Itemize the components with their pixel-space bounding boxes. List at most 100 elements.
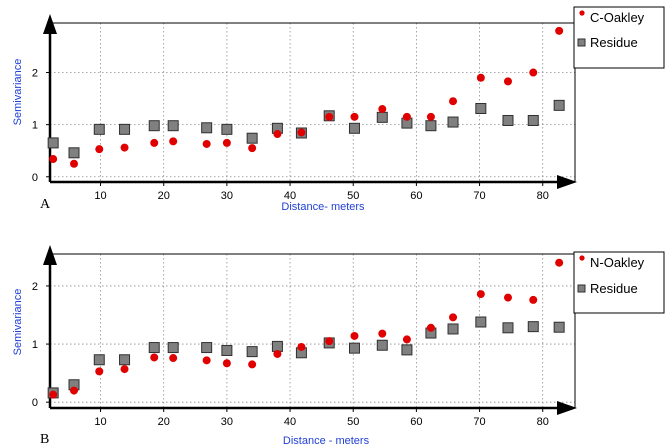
panel-b-oakley-point	[325, 337, 334, 346]
panel-a-residue-point	[425, 120, 437, 132]
panel-b-residue-point	[348, 342, 360, 354]
panel-a-y-arrow-icon	[43, 14, 57, 34]
panel-b-oakley-point	[297, 342, 306, 351]
panel-b-x-tick-label: 80	[537, 416, 549, 428]
panel-a-legend-label-1: C-Oakley	[590, 10, 645, 25]
panel-b-oakley-point	[49, 390, 58, 399]
panel-a-x-tick-label: 80	[537, 190, 549, 202]
panel-a-oakley-point	[402, 112, 411, 121]
panel-a-oakley-point	[222, 138, 231, 147]
panel-b-x-tick-label: 70	[473, 416, 485, 428]
panel-b-residue-point	[401, 344, 413, 356]
panel-b-y-tick-label: 0	[32, 397, 38, 409]
panel-b-legend-square-icon	[577, 284, 586, 293]
panel-a-legend-circle-icon	[579, 10, 585, 16]
panel-a-x-tick-label: 60	[410, 190, 422, 202]
panel-b-oakley-point	[273, 349, 282, 358]
panel-a-legend-square-icon	[577, 38, 586, 47]
panel-a-residue-point	[47, 137, 59, 149]
panel-a-residue-point	[221, 123, 233, 135]
panel-b-oakley-point	[449, 313, 458, 322]
panel-a-x-tick-label: 50	[347, 190, 359, 202]
panel-a-y-tick-label: 0	[32, 172, 38, 184]
panel-b-residue-point	[246, 346, 258, 358]
panel-a-residue-point	[167, 120, 179, 132]
panel-b-oakley-point	[378, 329, 387, 338]
panel-b-x-tick-label: 40	[284, 416, 296, 428]
panel-a-x-axis-title: Distance- meters	[281, 201, 365, 213]
panel-b-x-tick-label: 50	[347, 416, 359, 428]
panel-b-oakley-point	[248, 360, 257, 369]
panel-b-oakley-point	[120, 365, 129, 374]
panel-b-oakley-point	[202, 356, 211, 365]
panel-b-oakley-point	[402, 335, 411, 344]
panel-b-x-tick-label: 10	[94, 416, 106, 428]
panel-b-oakley-point	[529, 295, 538, 304]
panel-a-oakley-point	[325, 112, 334, 121]
panel-b-oakley-point	[555, 258, 564, 267]
panel-a-legend: C-Oakley Residue	[573, 6, 665, 69]
panel-b-oakley-point	[169, 354, 178, 363]
panel-b-residue-point	[271, 340, 283, 352]
panel-b-oakley-point	[350, 331, 359, 340]
panel-a-oakley-point	[248, 144, 257, 153]
panel-a-oakley-point	[297, 128, 306, 137]
panel-a-x-tick-label: 70	[473, 190, 485, 202]
panel-a-legend-label-2: Residue	[590, 35, 638, 50]
panel-a-residue-point	[348, 122, 360, 134]
panel-b-y-arrow-icon	[43, 245, 57, 265]
panel-a-oakley-point	[95, 145, 104, 154]
panel-b-x-tick-label: 30	[221, 416, 233, 428]
panel-a-x-arrow-icon	[557, 175, 577, 189]
panel-a-oakley-point	[273, 130, 282, 139]
panel-a-oakley-point	[70, 159, 79, 168]
panel-b-oakley-point	[150, 353, 159, 362]
panel-b-residue-point	[447, 323, 459, 335]
panel-b-legend-label-2: Residue	[590, 281, 638, 296]
panel-a-oakley-point	[426, 112, 435, 121]
panel-a-letter: A	[40, 197, 51, 212]
panel-a-residue-point	[502, 114, 514, 126]
chart-panel-b: 10 20 30 40 50 60 70 80 0 1 2 Distance - meters Se…	[12, 245, 665, 447]
panel-a-residue-point	[447, 116, 459, 128]
panel-a-oakley-point	[49, 155, 58, 164]
panel-a-residue-point	[148, 120, 160, 132]
panel-b-residue-point	[201, 342, 213, 354]
panel-b-legend: N-Oakley Residue	[573, 251, 665, 314]
panel-a-y-axis-title: Semivariance	[12, 59, 24, 126]
panel-a-x-tick-label: 20	[158, 190, 170, 202]
panel-b-x-tick-label: 60	[410, 416, 422, 428]
panel-a-residue-point	[119, 123, 131, 135]
panel-b-x-axis-title: Distance - meters	[283, 435, 370, 447]
panel-b-points	[47, 258, 565, 399]
panel-a-oakley-point	[202, 139, 211, 148]
panel-a-oakley-point	[150, 138, 159, 147]
panel-b-residue-point	[553, 321, 565, 333]
panel-b-y-tick-label: 2	[32, 281, 38, 293]
panel-a-oakley-point	[350, 112, 359, 121]
panel-a-oakley-point	[120, 143, 129, 152]
panel-b-legend-circle-icon	[579, 255, 585, 261]
panel-a-y-tick-label: 1	[32, 120, 38, 132]
panel-a-residue-point	[246, 132, 258, 144]
panel-b-residue-point	[93, 354, 105, 366]
panel-a-oakley-point	[449, 97, 458, 106]
panel-b-oakley-point	[426, 323, 435, 332]
panel-a-oakley-point	[169, 137, 178, 146]
panel-b-residue-point	[527, 321, 539, 333]
panel-b-oakley-point	[503, 293, 512, 302]
panel-a-x-tick-label: 30	[221, 190, 233, 202]
panel-a-y-tick-label: 2	[32, 68, 38, 80]
panel-a-residue-point	[93, 123, 105, 135]
panel-a-oakley-point	[555, 26, 564, 35]
panel-b-x-arrow-icon	[557, 401, 577, 415]
panel-b-ticks: 10 20 30 40 50 60 70 80 0 1 2	[32, 281, 549, 428]
panel-b-residue-point	[376, 339, 388, 351]
panel-b-legend-label-1: N-Oakley	[590, 255, 645, 270]
panel-b-y-axis-title: Semivariance	[12, 289, 24, 356]
panel-b-y-tick-label: 1	[32, 339, 38, 351]
panel-b-legend-box	[573, 251, 665, 314]
panel-a-ticks: 10 20 30 40 50 60 70 80 0 1 2	[32, 68, 549, 202]
panel-a-oakley-point	[378, 105, 387, 114]
